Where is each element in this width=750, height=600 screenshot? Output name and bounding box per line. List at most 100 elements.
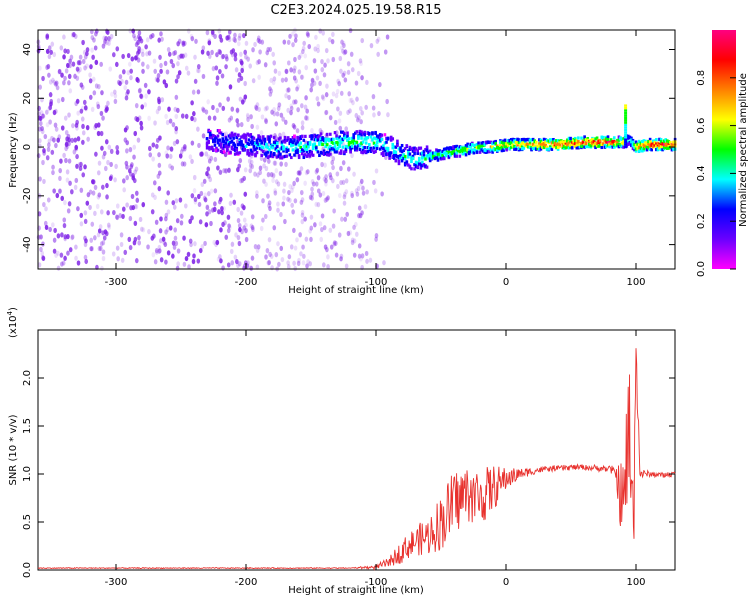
noise-cell [48,226,52,233]
burst-cell [624,128,628,132]
signal-cell [299,136,302,141]
noise-cell [363,204,368,210]
signal-cell [313,134,317,138]
noise-cell [125,125,129,131]
noise-cell [197,68,201,74]
signal-cell [396,143,399,148]
signal-cell [244,137,248,141]
noise-cell [212,115,217,121]
signal-cell [371,148,374,152]
signal-cell [486,148,490,152]
signal-cell [208,129,212,134]
noise-cell [137,240,142,246]
signal-cell [510,145,513,149]
noise-cell [89,64,93,70]
noise-cell [200,49,205,55]
noise-cell [86,192,91,198]
signal-cell [208,131,212,135]
signal-cell [552,140,555,144]
signal-cell [210,146,214,150]
colorbar: 0.00.20.40.60.8 Normalized spectral ampl… [696,30,749,277]
signal-cell [269,153,273,158]
signal-cell [505,146,508,150]
signal-cell [481,143,485,148]
noise-cell [180,213,184,219]
noise-cell [192,111,196,117]
noise-cell [159,62,163,69]
noise-cell [303,53,308,59]
noise-cell [91,179,95,185]
noise-cell [304,95,308,101]
noise-cell [338,192,342,199]
noise-cell [182,161,187,167]
signal-cell [335,150,338,154]
noise-cell [99,110,104,117]
noise-cell [320,58,324,65]
noise-cell [284,161,288,167]
signal-cell [483,150,487,154]
noise-cell [127,236,132,242]
signal-cell [299,145,302,150]
noise-cell [377,110,381,117]
signal-cell [251,152,254,156]
noise-cell [90,106,95,112]
signal-cell [305,145,309,149]
signal-cell [644,141,647,145]
signal-cell [400,143,404,148]
noise-cell [72,149,77,155]
noise-cell [318,28,322,34]
signal-cell [380,152,384,156]
signal-cell [386,152,390,156]
noise-cell [221,221,225,227]
noise-cell [271,177,275,184]
noise-cell [154,247,159,254]
signal-cell [648,147,652,151]
x-tick-label: -100 [365,577,388,588]
noise-cell [224,131,229,137]
signal-cell [229,136,232,140]
noise-cell [219,258,223,264]
noise-cell [45,33,50,39]
signal-cell [520,141,524,145]
signal-cell [300,148,304,152]
noise-cell [322,262,326,268]
signal-cell [421,151,424,155]
noise-cell [349,51,354,57]
noise-cell [85,200,90,206]
noise-cell [383,49,388,55]
noise-cell [326,58,330,64]
signal-cell [602,135,605,140]
noise-cell [192,253,196,259]
noise-cell [343,77,348,83]
noise-cell [52,188,56,194]
noise-cell [190,158,194,164]
noise-cell [209,155,214,161]
noise-cell [268,251,272,257]
noise-cell [63,200,67,206]
signal-cell [442,156,446,161]
noise-cell [308,194,313,200]
noise-cell [52,137,56,143]
signal-cell [221,150,224,155]
noise-cell [39,246,43,252]
signal-cell [277,152,281,156]
noise-cell [236,206,241,213]
signal-cell [427,153,430,157]
burst-cell [624,140,628,144]
noise-cell [321,30,325,36]
signal-cell [280,142,284,147]
signal-cell [620,144,624,148]
signal-cell [622,142,625,146]
noise-cell [264,117,268,123]
signal-cell [447,150,451,154]
y-tick-label: 20 [22,92,33,105]
signal-cell [530,138,533,142]
signal-cell [566,141,569,145]
noise-cell [365,258,369,264]
signal-cell [400,150,404,154]
noise-cell [276,105,281,111]
noise-cell [322,225,327,231]
signal-cell [252,148,256,152]
signal-cell [427,150,430,154]
signal-cell [572,139,575,143]
